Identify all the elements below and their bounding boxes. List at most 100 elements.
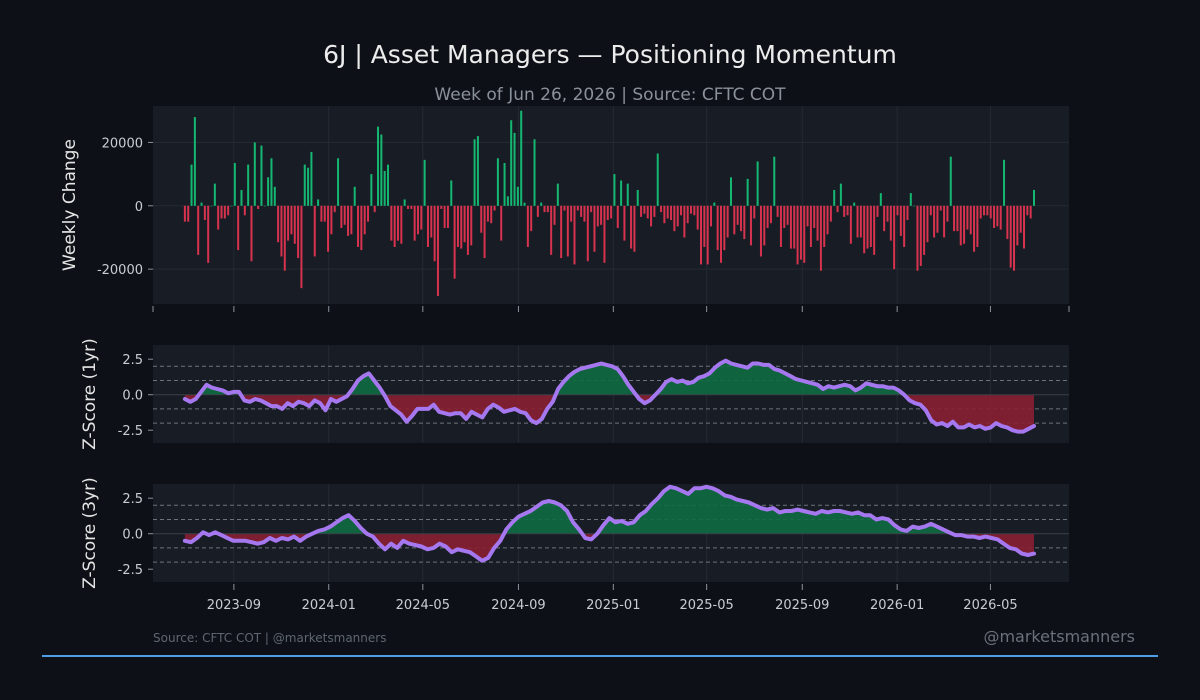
bar [210, 205, 213, 207]
bar [503, 163, 506, 206]
bar [420, 205, 423, 230]
bar [257, 205, 260, 209]
y-tick-label: -2.5 [118, 563, 143, 578]
bar [433, 205, 436, 262]
bar [763, 205, 766, 246]
bar [387, 164, 390, 206]
y-tick-label: 0 [135, 200, 143, 215]
bar [250, 205, 253, 262]
bar [367, 205, 370, 222]
bar [853, 202, 856, 206]
bar [200, 202, 203, 206]
bar [380, 134, 383, 206]
bar [826, 205, 829, 235]
x-tick-label: 2024-05 [396, 598, 450, 613]
y-tick-label: 2.5 [122, 492, 143, 507]
bar [620, 180, 623, 206]
bar [573, 205, 576, 265]
y-tick-label: 20000 [102, 136, 143, 151]
bar [233, 163, 236, 206]
bar [963, 205, 966, 244]
bar [806, 205, 809, 227]
x-tick-label: 2025-09 [775, 598, 829, 613]
bar [729, 177, 732, 206]
bar [719, 205, 722, 263]
bar [456, 205, 459, 247]
bar [989, 205, 992, 219]
bar [893, 205, 896, 270]
bar [1006, 205, 1009, 240]
bar [703, 205, 706, 247]
bar [406, 205, 409, 209]
bar [736, 205, 739, 225]
bar [783, 205, 786, 228]
bar [583, 205, 586, 222]
bar [776, 205, 779, 217]
bar [710, 205, 713, 227]
panel-1: 20000 0 -20000 Weekly Change [60, 106, 1070, 312]
bar [809, 205, 812, 247]
bar [377, 126, 380, 206]
bar [616, 205, 619, 228]
bar [996, 205, 999, 227]
x-tick-label: 2024-01 [302, 598, 356, 613]
bar [243, 205, 246, 216]
bar [626, 183, 629, 206]
bar [390, 205, 393, 241]
bar [516, 186, 519, 206]
bar [293, 205, 296, 244]
bar [297, 205, 300, 259]
bottom-accent-rule [42, 655, 1158, 657]
bar [463, 205, 466, 243]
bar [600, 205, 603, 225]
bar [1013, 205, 1016, 271]
bar [213, 183, 216, 206]
bar [866, 205, 869, 249]
bar [743, 205, 746, 240]
bar [753, 205, 756, 219]
bar [553, 205, 556, 225]
bar [919, 205, 922, 266]
bar [330, 205, 333, 235]
bar [926, 205, 929, 243]
bar [476, 136, 479, 206]
bar [993, 205, 996, 228]
panels-group: 20000 0 -20000 Weekly Change 2.5 0.0 -2.5 Z-Sco… [60, 106, 1070, 613]
bar [1023, 205, 1026, 249]
bar [873, 205, 876, 255]
bar [440, 205, 443, 209]
bar [530, 205, 533, 232]
bar [999, 205, 1002, 230]
bar [986, 205, 989, 216]
bar [400, 205, 403, 244]
bar [546, 205, 549, 213]
bar [749, 205, 752, 246]
chart-title: 6J | Asset Managers — Positioning Moment… [323, 40, 897, 69]
bar [803, 205, 806, 263]
bar [263, 205, 266, 207]
bar [839, 183, 842, 206]
bar [270, 158, 273, 206]
bar [896, 205, 899, 216]
bar [580, 205, 583, 217]
bar [779, 205, 782, 247]
footer-source: Source: CFTC COT | @marketsmanners [153, 631, 386, 645]
bar [347, 205, 350, 236]
bar [603, 205, 606, 263]
y-tick-label: -2.5 [118, 424, 143, 439]
bar [769, 205, 772, 224]
y-tick-label: 0.0 [122, 389, 143, 404]
bar [856, 205, 859, 238]
x-tick-label: 2025-05 [679, 598, 733, 613]
bar [1019, 205, 1022, 233]
bar [187, 205, 190, 222]
bar [363, 205, 366, 235]
bar [836, 205, 839, 213]
bar [683, 205, 686, 238]
bar [650, 205, 653, 227]
bar [883, 205, 886, 232]
bar [313, 205, 316, 257]
bar [453, 205, 456, 279]
bar [566, 205, 569, 257]
